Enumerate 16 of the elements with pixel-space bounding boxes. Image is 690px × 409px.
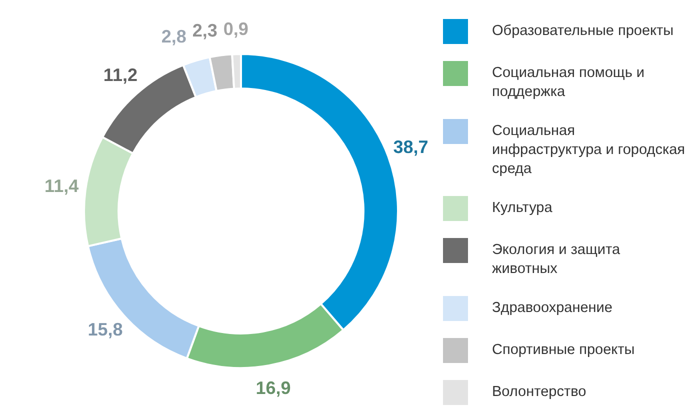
legend-label: Спортивные проекты [492, 341, 635, 360]
legend-label: Культура [492, 199, 552, 218]
data-label: 11,4 [44, 176, 79, 196]
data-label: 15,8 [88, 320, 123, 340]
data-label: 2,3 [192, 20, 218, 40]
data-label: 0,9 [223, 19, 248, 40]
legend-label: Социальная помощь и поддержка [492, 64, 646, 102]
legend-label: Экология и защита животных [492, 241, 622, 279]
legend-label: Социальная инфраструктура и городская среда [492, 122, 686, 179]
data-label: 38,7 [393, 137, 428, 158]
data-label: 2,8 [161, 26, 186, 46]
legend-label: Здравоохранение [492, 299, 612, 318]
data-label: 16,9 [256, 378, 291, 398]
legend-label: Образовательные проекты [492, 22, 674, 41]
data-label: 11,2 [103, 64, 138, 85]
legend-label: Волонтерство [492, 383, 586, 402]
